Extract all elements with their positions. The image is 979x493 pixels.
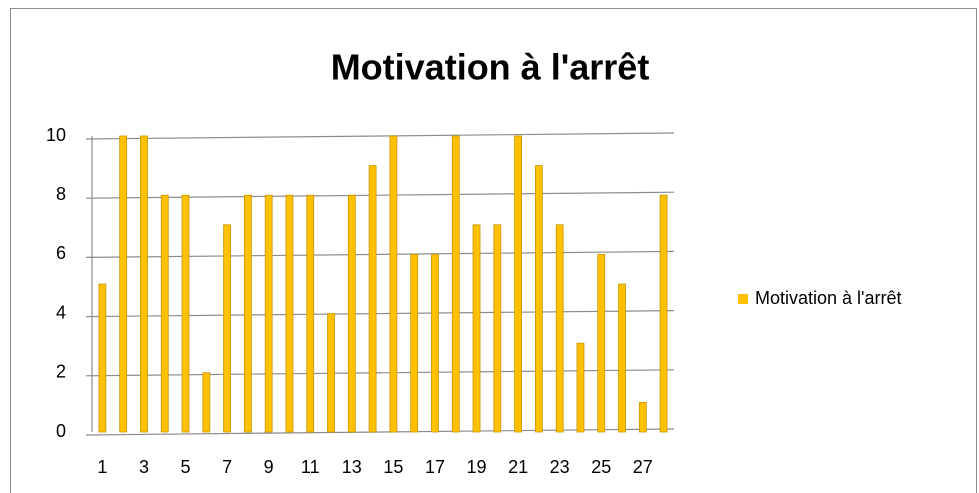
bar [202, 372, 211, 433]
bar [638, 401, 647, 433]
bar [327, 313, 335, 433]
y-tick-label: 2 [56, 362, 66, 382]
chart-title: Motivation à l'arrêt [331, 47, 650, 88]
bar [243, 194, 252, 433]
bar [576, 342, 585, 433]
bar [534, 165, 543, 433]
x-tick-label: 3 [139, 457, 149, 477]
bar [119, 135, 128, 433]
bar [514, 135, 523, 433]
legend-swatch [738, 294, 748, 304]
bar [285, 194, 294, 433]
bar [493, 224, 502, 433]
bar [472, 224, 481, 433]
x-tick-label: 1 [97, 457, 107, 477]
x-tick-label: 11 [301, 457, 320, 477]
x-tick-label: 5 [181, 457, 191, 477]
bar [618, 283, 626, 433]
bar [597, 253, 606, 433]
bar [431, 253, 439, 433]
bar [368, 165, 377, 433]
bar [306, 194, 315, 433]
bar [181, 194, 190, 433]
bar [659, 194, 668, 433]
y-tick-label: 0 [56, 421, 66, 441]
bar [410, 253, 419, 433]
y-tick-label: 4 [56, 302, 66, 322]
x-tick-label: 23 [550, 457, 570, 477]
bar [223, 224, 232, 433]
bar [389, 135, 398, 433]
bar [264, 194, 273, 433]
legend-label: Motivation à l'arrêt [755, 288, 902, 308]
x-tick-label: 15 [383, 457, 403, 477]
y-tick-label: 10 [46, 125, 66, 145]
grid-line [85, 132, 675, 140]
x-tick-label: 19 [467, 457, 487, 477]
x-tick-label: 9 [264, 457, 274, 477]
x-tick-label: 21 [508, 457, 528, 477]
y-tick-label: 6 [56, 243, 66, 263]
bar [451, 135, 460, 433]
bar [347, 194, 356, 433]
x-tick-label: 25 [591, 457, 611, 477]
bar [98, 283, 107, 433]
bar [555, 224, 564, 433]
x-tick-label: 13 [342, 457, 362, 477]
x-tick-label: 27 [633, 457, 653, 477]
bar [140, 135, 148, 433]
grid-line [85, 428, 675, 436]
y-tick-label: 8 [56, 184, 66, 204]
bar [160, 194, 169, 433]
x-tick-label: 7 [222, 457, 232, 477]
x-tick-label: 17 [425, 457, 445, 477]
